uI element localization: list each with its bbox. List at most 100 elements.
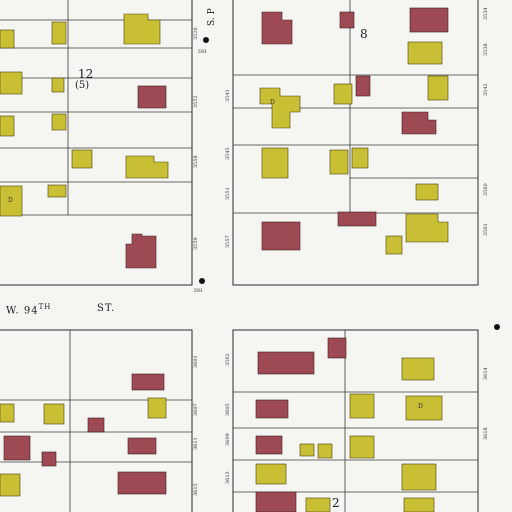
frame-building — [333, 83, 353, 105]
address-number: 3534 — [483, 7, 489, 20]
frame-building — [0, 115, 15, 137]
hydrant-icon — [203, 37, 209, 43]
dwelling-mark: D — [418, 403, 423, 410]
block-number-2: 2 — [332, 496, 340, 510]
address-number: 3615 — [193, 483, 199, 496]
hydrant-icon — [494, 324, 500, 330]
block-8-outline — [232, 0, 479, 286]
frame-building — [305, 497, 331, 512]
frame-building — [349, 393, 375, 419]
address-number: 3609 — [225, 433, 231, 446]
frame-building — [0, 473, 21, 497]
frame-building — [261, 147, 289, 179]
brick-building — [127, 437, 157, 455]
frame-building — [123, 13, 161, 45]
frame-building — [401, 463, 437, 491]
brick-building — [337, 211, 377, 227]
dwelling-mark: D — [8, 197, 13, 204]
brick-building — [409, 7, 449, 33]
address-number: 3551 — [225, 187, 231, 200]
address-number: 3613 — [225, 471, 231, 484]
address-number: 3557 — [225, 235, 231, 248]
address-number: 3607 — [193, 403, 199, 416]
frame-buildings — [0, 13, 449, 512]
address-number: 3542 — [483, 83, 489, 96]
frame-building — [427, 75, 449, 101]
address-number: 3560 — [483, 183, 489, 196]
block-number-8: 8 — [360, 27, 368, 41]
address-number: 3614 — [483, 367, 489, 380]
frame-building — [351, 147, 369, 169]
frame-building — [385, 235, 403, 255]
frame-building — [125, 155, 169, 179]
brick-building — [255, 491, 297, 512]
frame-building — [0, 71, 23, 95]
frame-building — [259, 87, 301, 129]
address-number: 3541 — [225, 89, 231, 102]
brick-building — [117, 471, 167, 495]
address-number: 3601 — [193, 355, 199, 368]
block-sub-number: (5) — [75, 80, 90, 91]
frame-building — [329, 149, 349, 175]
brick-building — [131, 373, 165, 391]
address-number: 3558 — [193, 155, 199, 168]
block-12-outline — [0, 0, 193, 286]
address-number: 3618 — [483, 427, 489, 440]
address-number: 3559 — [193, 237, 199, 250]
frame-building — [0, 403, 15, 423]
brick-building — [327, 337, 347, 359]
frame-building — [349, 435, 375, 459]
frame-building — [0, 185, 23, 217]
address-number: 3562 — [225, 353, 231, 366]
street-name-w94: W. 94TH — [6, 304, 51, 316]
frame-building — [415, 183, 439, 201]
hydrant-label: DH — [194, 288, 203, 294]
frame-building — [317, 443, 333, 459]
lot-lines — [0, 0, 478, 512]
address-number: 3538 — [483, 43, 489, 56]
hydrant-markers — [199, 37, 500, 330]
dwelling-mark: D — [270, 99, 275, 106]
brick-buildings — [3, 7, 449, 512]
brick-building — [3, 435, 31, 461]
block-number-12: 12 — [78, 67, 94, 81]
brick-building — [255, 399, 289, 419]
frame-building — [403, 497, 435, 512]
frame-building — [405, 213, 449, 243]
brick-building — [257, 351, 315, 375]
street-name-suffix: TH — [38, 303, 52, 311]
block-sw-outline — [0, 329, 193, 512]
address-number: 3561 — [483, 223, 489, 236]
frame-building — [401, 357, 435, 381]
frame-building — [407, 41, 443, 65]
brick-building — [87, 417, 105, 433]
frame-building — [43, 403, 65, 425]
frame-building — [51, 113, 67, 131]
brick-building — [339, 11, 355, 29]
brick-building — [261, 221, 301, 251]
brick-building — [41, 451, 57, 467]
brick-building — [137, 85, 167, 109]
street-name-prefix: W. 94 — [6, 305, 39, 317]
brick-building — [355, 75, 371, 97]
frame-building — [51, 21, 67, 45]
brick-building — [125, 233, 157, 269]
address-number: 3552 — [193, 95, 199, 108]
address-number: 3545 — [225, 147, 231, 160]
frame-building — [51, 77, 65, 93]
block-2-outline — [232, 329, 479, 512]
address-number: 3605 — [225, 403, 231, 416]
street-name-south: S. P — [207, 8, 217, 26]
frame-building — [147, 397, 167, 419]
brick-building — [255, 435, 283, 455]
block-outlines — [0, 0, 479, 512]
brick-building — [401, 111, 437, 135]
address-number: 3526 — [193, 27, 199, 40]
street-type-label: ST. — [97, 303, 116, 314]
brick-building — [261, 11, 293, 45]
frame-building — [255, 463, 287, 485]
frame-building — [71, 149, 93, 169]
frame-building — [47, 184, 67, 198]
